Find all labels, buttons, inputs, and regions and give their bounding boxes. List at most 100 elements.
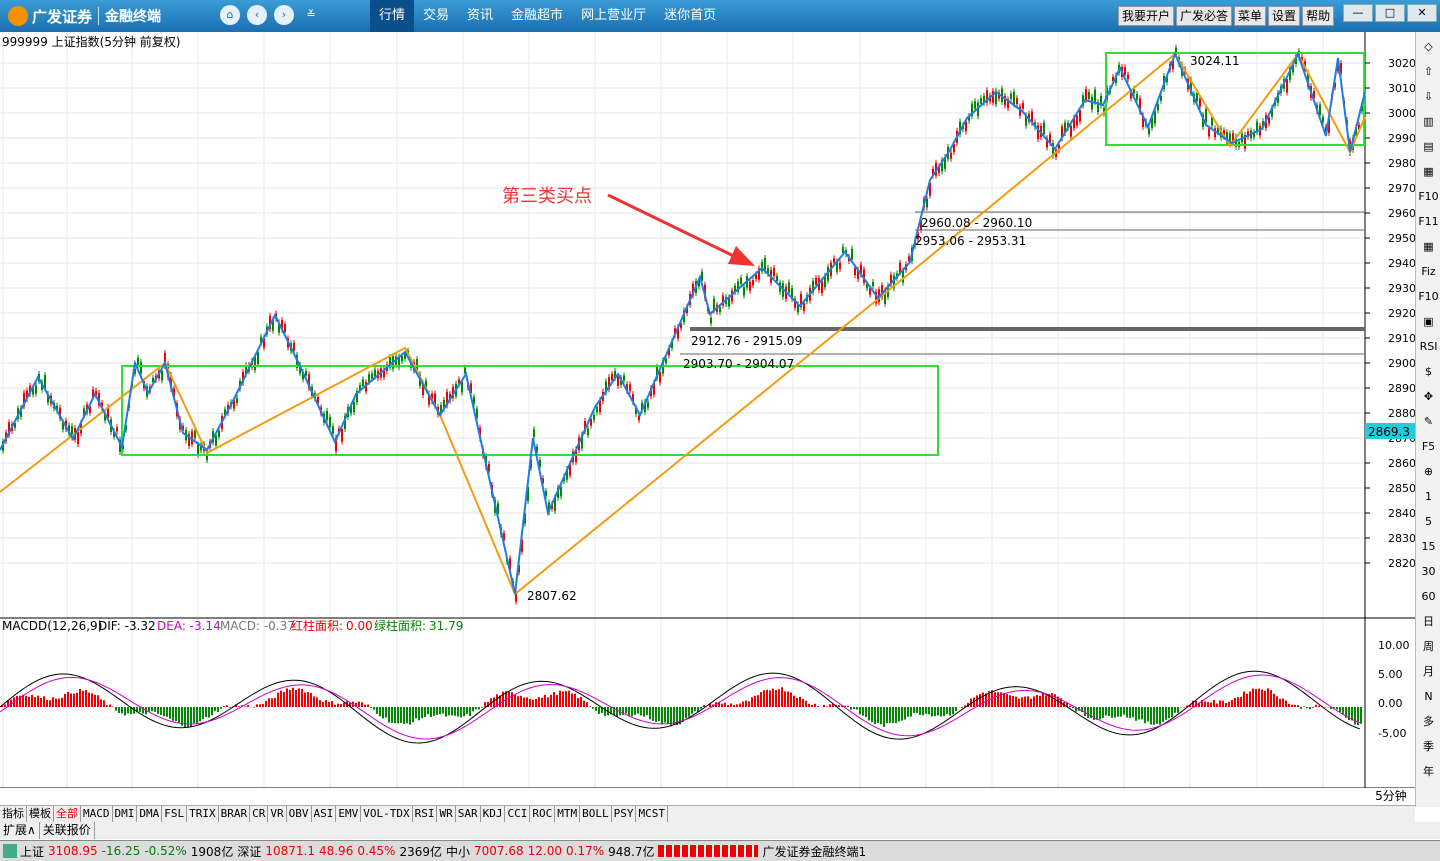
- indicator-tab-11[interactable]: OBV: [287, 806, 312, 822]
- indicator-tab-20[interactable]: ROC: [530, 806, 556, 822]
- indicator-tab-15[interactable]: RSI: [413, 806, 438, 822]
- side-tool-28[interactable]: 季: [1423, 740, 1434, 753]
- indicator-tab-16[interactable]: WR: [437, 806, 456, 822]
- macd-green-area: 31.79: [429, 619, 463, 633]
- indicator-tab-21[interactable]: MTM: [555, 806, 581, 822]
- close-icon[interactable]: ✕: [1407, 4, 1437, 22]
- nav-tab-3[interactable]: 金融超市: [511, 8, 564, 23]
- macd-dea: DEA: -3.14: [157, 619, 221, 633]
- side-tool-27[interactable]: 多: [1423, 715, 1434, 728]
- side-tool-4[interactable]: ▤: [1423, 140, 1434, 153]
- indicator-tab-8[interactable]: BRAR: [219, 806, 251, 822]
- price-tick-12: 2900: [1388, 357, 1415, 370]
- period-selector[interactable]: 5分钟: [1367, 788, 1415, 805]
- nav-tab-2[interactable]: 资讯: [467, 8, 494, 23]
- side-tool-5[interactable]: ▦: [1423, 165, 1434, 178]
- collapse-icon[interactable]: ≚: [306, 8, 316, 21]
- indicator-tab-17[interactable]: SAR: [456, 806, 481, 822]
- macd-dif: DIF: -3.32: [98, 619, 156, 633]
- side-tool-9[interactable]: Fiz: [1421, 265, 1436, 278]
- main-menu: 行情 交易 资讯 金融超市 网上营业厅 迷你首页: [370, 0, 725, 32]
- side-tool-22[interactable]: 60: [1421, 590, 1436, 603]
- price-tick-14: 2880: [1388, 407, 1415, 420]
- side-tool-8[interactable]: ▦: [1423, 240, 1434, 253]
- sh-price: 3108.95: [48, 844, 98, 858]
- side-tool-16[interactable]: F5: [1421, 440, 1436, 453]
- indicator-tab-1[interactable]: 模板: [27, 806, 54, 822]
- side-tool-17[interactable]: ⊕: [1423, 465, 1434, 478]
- indicator-tab-3[interactable]: MACD: [81, 806, 113, 822]
- indicator-tab-19[interactable]: CCI: [505, 806, 531, 822]
- side-tool-20[interactable]: 15: [1421, 540, 1436, 553]
- top-button-1[interactable]: 广发必答: [1176, 6, 1233, 26]
- side-tool-0[interactable]: ◇: [1424, 40, 1433, 53]
- gap-label-3: 2912.76 - 2915.09: [691, 334, 802, 348]
- side-tool-7[interactable]: F11: [1418, 215, 1439, 228]
- top-buttons: 我要开户 广发必答 菜单 设置 帮助: [1118, 6, 1335, 26]
- indicator-tab-22[interactable]: BOLL: [580, 806, 612, 822]
- side-tool-14[interactable]: ✥: [1423, 390, 1434, 403]
- mini-bar-icon: [658, 845, 759, 857]
- high-label: 3024.11: [1190, 54, 1240, 68]
- minimize-icon[interactable]: —: [1343, 4, 1373, 22]
- indicator-tab-13[interactable]: EMV: [336, 806, 362, 822]
- bottom-tab-1[interactable]: 关联报价: [40, 822, 95, 839]
- side-tool-29[interactable]: 年: [1423, 765, 1434, 778]
- indicator-tab-5[interactable]: DMA: [137, 806, 163, 822]
- nav-tab-5[interactable]: 迷你首页: [664, 8, 717, 23]
- indicator-tab-24[interactable]: MCST: [636, 806, 668, 822]
- side-tool-25[interactable]: 月: [1423, 665, 1434, 678]
- nav-tab-1[interactable]: 交易: [423, 8, 450, 23]
- macd-green-area-label: 绿柱面积:: [374, 618, 426, 633]
- side-tool-10[interactable]: F10: [1418, 290, 1439, 303]
- indicator-tab-4[interactable]: DMI: [113, 806, 138, 822]
- indicator-tab-7[interactable]: TRIX: [187, 806, 219, 822]
- zx-amount: 948.7亿: [608, 844, 655, 859]
- price-tick-1: 3010: [1388, 82, 1415, 95]
- nav-tab-4[interactable]: 网上营业厅: [581, 8, 647, 23]
- side-tool-6[interactable]: F10: [1418, 190, 1439, 203]
- indicator-tab-2[interactable]: 全部: [54, 806, 81, 822]
- side-tool-23[interactable]: 日: [1423, 615, 1434, 628]
- price-tick-4: 2980: [1388, 157, 1415, 170]
- side-tool-26[interactable]: N: [1424, 690, 1433, 703]
- top-button-4[interactable]: 帮助: [1302, 6, 1335, 26]
- top-button-3[interactable]: 设置: [1268, 6, 1301, 26]
- top-button-0[interactable]: 我要开户: [1118, 6, 1175, 26]
- side-tool-2[interactable]: ⇩: [1423, 90, 1434, 103]
- blue-stroke-line: [0, 51, 1366, 595]
- top-button-2[interactable]: 菜单: [1234, 6, 1267, 26]
- side-tool-1[interactable]: ⇧: [1423, 65, 1434, 78]
- price-tick-11: 2910: [1388, 332, 1415, 345]
- side-tool-13[interactable]: $: [1425, 365, 1432, 378]
- indicator-tab-9[interactable]: CR: [250, 806, 269, 822]
- zx-percent: 0.17%: [566, 844, 605, 858]
- side-tool-15[interactable]: ✎: [1423, 415, 1434, 428]
- indicator-tab-10[interactable]: VR: [268, 806, 287, 822]
- side-tool-3[interactable]: ▥: [1423, 115, 1434, 128]
- side-tool-18[interactable]: 1: [1425, 490, 1432, 503]
- indicator-tab-0[interactable]: 指标: [0, 806, 27, 822]
- indicator-tab-23[interactable]: PSY: [612, 806, 637, 822]
- title-bar: 广发证券 金融终端 ⌂ ‹ › ≚ 行情 交易 资讯 金融超市 网上营业厅 迷你首页 我要…: [0, 0, 1440, 32]
- side-tool-19[interactable]: 5: [1425, 515, 1432, 528]
- home-icon[interactable]: ⌂: [220, 5, 240, 25]
- kline-chart[interactable]: 999999 上证指数(5分钟 前复权) 3020 3010 3000 2990 2980…: [0, 32, 1415, 788]
- indicator-tab-6[interactable]: FSL: [162, 806, 188, 822]
- forward-icon[interactable]: ›: [274, 5, 294, 25]
- side-tool-21[interactable]: 30: [1421, 565, 1436, 578]
- bottom-tab-0[interactable]: 扩展∧: [0, 822, 40, 839]
- brand-name: 广发证券: [32, 7, 93, 26]
- side-tool-24[interactable]: 周: [1423, 640, 1434, 653]
- side-tool-12[interactable]: RSI: [1419, 340, 1438, 353]
- back-icon[interactable]: ‹: [247, 5, 267, 25]
- side-tool-11[interactable]: ▣: [1423, 315, 1434, 328]
- price-tick-10: 2920: [1388, 307, 1415, 320]
- nav-tab-0[interactable]: 行情: [370, 0, 415, 32]
- indicator-tab-12[interactable]: ASI: [312, 806, 337, 822]
- indicator-tab-14[interactable]: VOL-TDX: [361, 806, 413, 822]
- macd-label: MACDD(12,26,9): [2, 619, 102, 633]
- maximize-icon[interactable]: □: [1375, 4, 1405, 22]
- right-toolbar: ◇ ⇧ ⇩ ▥ ▤ ▦ F10 F11 ▦ Fiz F10 ▣ RSI $ ✥ ✎ F5 ⊕ 1 5 15 30 60 日周月…: [1415, 32, 1440, 807]
- indicator-tab-18[interactable]: KDJ: [481, 806, 506, 822]
